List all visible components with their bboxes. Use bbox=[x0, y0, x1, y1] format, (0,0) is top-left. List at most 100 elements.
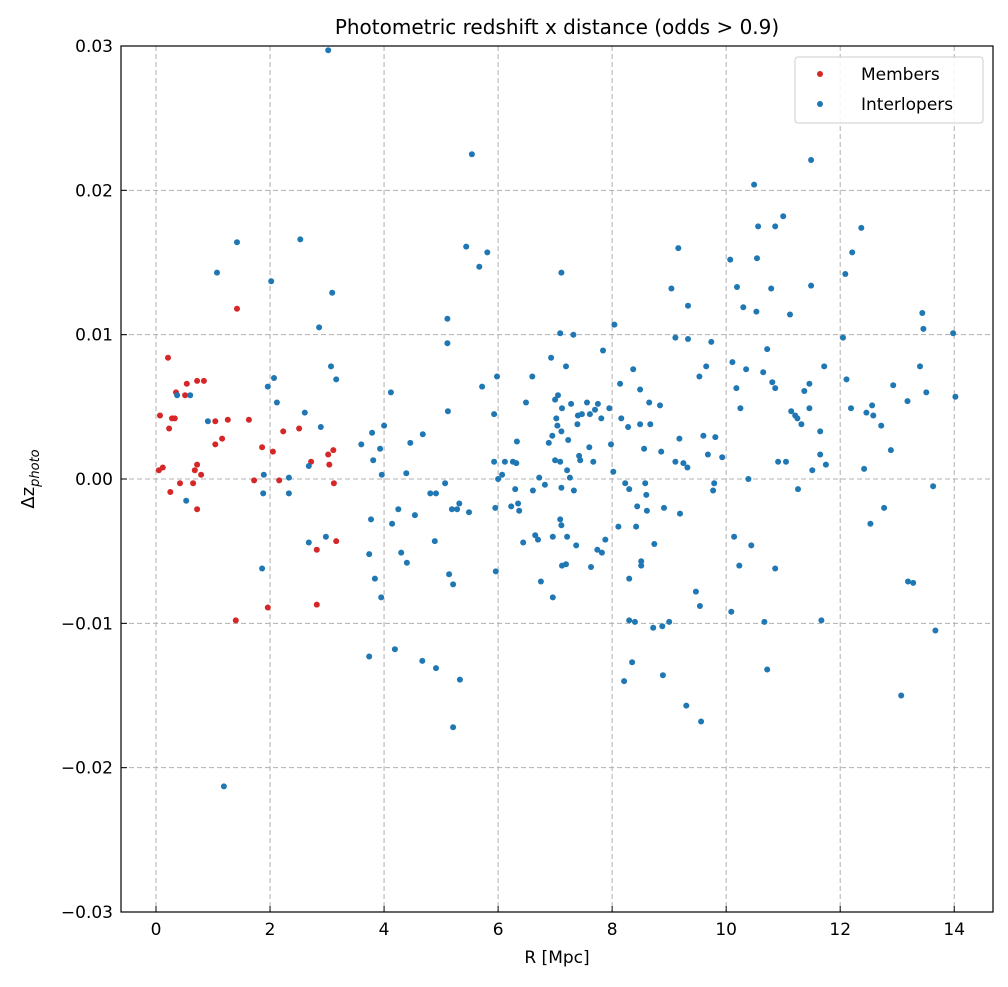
interloper-point bbox=[672, 334, 679, 341]
interloper-point bbox=[808, 282, 815, 289]
x-tick-label: 14 bbox=[943, 920, 965, 940]
interloper-point bbox=[557, 516, 564, 523]
interloper-point bbox=[788, 408, 795, 415]
interloper-point bbox=[638, 562, 645, 569]
interloper-point bbox=[598, 549, 605, 556]
interloper-point bbox=[743, 366, 750, 373]
interloper-point bbox=[454, 506, 461, 513]
interloper-point bbox=[466, 509, 472, 516]
interloper-point bbox=[586, 444, 593, 451]
interloper-point bbox=[411, 512, 418, 519]
interloper-point bbox=[611, 321, 618, 328]
chart-title: Photometric redshift x distance (odds > … bbox=[335, 15, 779, 39]
interloper-point bbox=[638, 558, 645, 565]
interloper-point bbox=[378, 594, 385, 601]
interloper-point bbox=[495, 476, 502, 482]
interloper-point bbox=[719, 454, 726, 461]
interloper-point bbox=[515, 500, 522, 507]
interloper-point bbox=[626, 575, 633, 582]
interloper-point bbox=[558, 484, 565, 491]
member-point bbox=[232, 617, 239, 624]
interloper-point bbox=[659, 672, 666, 679]
interloper-point bbox=[666, 618, 673, 625]
interloper-point bbox=[492, 568, 499, 575]
x-tick-label: 0 bbox=[151, 920, 162, 940]
interloper-point bbox=[433, 490, 439, 497]
interloper-point bbox=[448, 506, 455, 513]
interloper-point bbox=[529, 373, 536, 380]
interloper-point bbox=[541, 481, 548, 488]
interloper-point bbox=[801, 388, 808, 394]
interloper-point bbox=[419, 657, 426, 664]
legend-label-members: Members bbox=[861, 65, 940, 85]
interloper-point bbox=[377, 445, 384, 452]
interloper-point bbox=[658, 448, 665, 455]
interloper-point bbox=[305, 463, 312, 469]
x-tick-label: 4 bbox=[379, 920, 390, 940]
interloper-point bbox=[629, 659, 636, 666]
interloper-point bbox=[849, 249, 856, 256]
interloper-point bbox=[637, 386, 644, 393]
interloper-point bbox=[403, 559, 410, 566]
member-point bbox=[167, 489, 174, 495]
interloper-point bbox=[950, 330, 957, 337]
interloper-point bbox=[692, 588, 699, 595]
interloper-point bbox=[606, 405, 613, 412]
interloper-point bbox=[305, 539, 312, 546]
interloper-point bbox=[685, 336, 691, 342]
interloper-point bbox=[598, 415, 605, 422]
interloper-point bbox=[446, 571, 453, 578]
member-point bbox=[330, 447, 337, 454]
interloper-point bbox=[552, 457, 559, 464]
interloper-point bbox=[450, 724, 457, 731]
interloper-point bbox=[594, 400, 601, 407]
interloper-point bbox=[881, 504, 888, 511]
interloper-point bbox=[772, 385, 779, 392]
interloper-point bbox=[317, 424, 324, 430]
interloper-point bbox=[590, 458, 597, 465]
interloper-point bbox=[651, 541, 658, 547]
interloper-point bbox=[535, 536, 541, 543]
interloper-point bbox=[737, 405, 744, 412]
interloper-point bbox=[433, 665, 439, 672]
interloper-point bbox=[468, 151, 475, 158]
interloper-point bbox=[787, 311, 793, 318]
interloper-point bbox=[370, 457, 377, 464]
interloper-point bbox=[444, 408, 451, 415]
interloper-point bbox=[932, 627, 939, 634]
interloper-point bbox=[570, 487, 577, 494]
interloper-point bbox=[600, 347, 606, 354]
member-point bbox=[269, 448, 276, 455]
interloper-point bbox=[594, 546, 601, 553]
member-point bbox=[200, 377, 207, 384]
interloper-point bbox=[626, 617, 633, 624]
interloper-point bbox=[677, 510, 683, 517]
interloper-point bbox=[890, 382, 897, 389]
member-point bbox=[159, 464, 166, 471]
interloper-point bbox=[764, 666, 771, 673]
interloper-point bbox=[187, 392, 194, 399]
interloper-point bbox=[704, 451, 711, 458]
member-point bbox=[313, 546, 320, 553]
interloper-point bbox=[285, 490, 292, 497]
interloper-point bbox=[806, 380, 813, 387]
interloper-point bbox=[391, 646, 398, 653]
y-tick-label: −0.02 bbox=[61, 759, 113, 779]
interloper-point bbox=[366, 653, 373, 660]
y-axis-label-main: Δz bbox=[18, 487, 39, 509]
interloper-point bbox=[456, 500, 463, 507]
interloper-point bbox=[618, 415, 625, 422]
interloper-point bbox=[861, 465, 868, 472]
interloper-point bbox=[923, 389, 930, 396]
y-tick-label: 0.03 bbox=[75, 37, 113, 57]
interloper-point bbox=[685, 302, 691, 309]
interloper-point bbox=[634, 503, 641, 510]
interloper-point bbox=[564, 533, 571, 540]
interloper-point bbox=[508, 503, 515, 510]
interloper-point bbox=[840, 334, 846, 341]
interloper-point bbox=[301, 409, 308, 416]
interloper-point bbox=[708, 338, 715, 345]
interloper-point bbox=[920, 325, 927, 332]
interloper-point bbox=[552, 396, 559, 403]
